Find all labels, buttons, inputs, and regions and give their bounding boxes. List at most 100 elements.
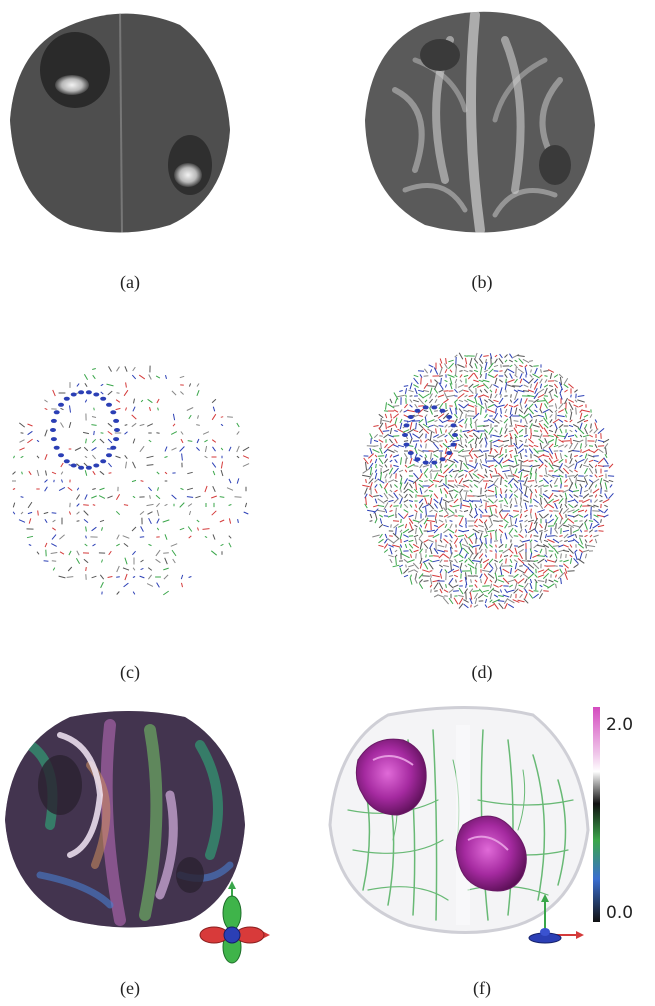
- tensor-glyph: [554, 502, 558, 510]
- tensor-glyph: [493, 399, 499, 403]
- tensor-glyph: [508, 465, 514, 467]
- tensor-glyph: [397, 524, 405, 528]
- tensor-glyph: [226, 487, 234, 491]
- tensor-glyph: [469, 489, 473, 493]
- tensor-glyph: [438, 509, 444, 513]
- tensor-glyph: [534, 578, 538, 584]
- tensor-glyph: [414, 578, 418, 584]
- tensor-glyph: [403, 503, 409, 509]
- tensor-glyph: [562, 467, 570, 475]
- tensor-glyph: [521, 539, 531, 543]
- tensor-glyph: [517, 448, 525, 454]
- tensor-glyph: [579, 463, 583, 469]
- tensor-glyph: [454, 402, 458, 410]
- tensor-glyph: [497, 600, 505, 602]
- tensor-glyph: [583, 427, 589, 435]
- tensor-glyph: [398, 493, 404, 499]
- tumor-boundary-glyph: [114, 428, 120, 432]
- tensor-glyph: [530, 383, 532, 389]
- tensor-glyph: [482, 379, 490, 383]
- tensor-glyph: [525, 438, 527, 444]
- tensor-glyph: [479, 433, 483, 439]
- tensor-glyph: [524, 417, 528, 425]
- tensor-glyph: [484, 482, 488, 490]
- tensor-glyph: [468, 388, 474, 394]
- tensor-glyph: [409, 421, 413, 431]
- tensor-glyph: [568, 489, 574, 493]
- tensor-glyph: [509, 564, 513, 568]
- tensor-glyph: [362, 468, 370, 474]
- tensor-glyph: [473, 379, 479, 383]
- tensor-glyph: [403, 385, 409, 387]
- tensor-glyph: [494, 578, 498, 584]
- tensor-glyph: [123, 389, 129, 397]
- tensor-glyph: [383, 482, 389, 490]
- tensor-glyph: [547, 439, 555, 443]
- tensor-glyph: [498, 524, 504, 528]
- tensor-glyph: [544, 554, 548, 558]
- tensor-glyph: [504, 532, 508, 540]
- tensor-glyph: [544, 464, 548, 468]
- tensor-glyph: [522, 484, 530, 488]
- tumor-boundary-glyph: [446, 451, 453, 455]
- tensor-glyph: [146, 503, 154, 507]
- tensor-glyph: [447, 514, 455, 518]
- tensor-glyph: [582, 434, 590, 438]
- tensor-glyph: [582, 498, 590, 504]
- tensor-glyph: [593, 534, 599, 538]
- tensor-glyph: [413, 374, 419, 378]
- tensor-glyph: [433, 382, 439, 390]
- tensor-glyph: [445, 584, 447, 588]
- tensor-glyph: [170, 431, 178, 435]
- tensor-glyph: [564, 454, 568, 458]
- tumor-boundary-glyph: [422, 405, 429, 410]
- tensor-glyph: [399, 497, 403, 505]
- tensor-glyph: [567, 475, 575, 477]
- tensor-glyph: [428, 490, 434, 492]
- tensor-glyph: [530, 513, 532, 519]
- tensor-glyph: [82, 431, 90, 435]
- tensor-glyph: [577, 458, 585, 464]
- tensor-glyph: [472, 384, 480, 388]
- tensor-glyph: [508, 548, 514, 554]
- tensor-glyph: [378, 439, 384, 443]
- tensor-glyph: [374, 484, 378, 488]
- tensor-glyph: [76, 487, 80, 491]
- tensor-glyph: [100, 383, 104, 387]
- tensor-glyph: [539, 531, 543, 541]
- tensor-glyph: [412, 543, 420, 549]
- tensor-glyph: [138, 374, 146, 380]
- tensor-glyph: [164, 557, 168, 565]
- tensor-glyph: [457, 393, 465, 399]
- tensor-glyph: [459, 412, 463, 420]
- tensor-glyph: [487, 504, 495, 508]
- tensor-glyph: [498, 444, 504, 448]
- tensor-glyph: [608, 492, 614, 500]
- tensor-glyph: [211, 439, 217, 443]
- tensor-glyph: [220, 416, 224, 418]
- tensor-glyph: [51, 512, 57, 514]
- tensor-glyph: [454, 479, 458, 483]
- tensor-glyph: [101, 559, 103, 563]
- tensor-glyph: [504, 454, 508, 458]
- tensor-glyph: [422, 427, 430, 435]
- tensor-glyph: [564, 408, 568, 414]
- tensor-glyph: [513, 427, 519, 435]
- tensor-glyph: [560, 483, 562, 489]
- tensor-glyph: [474, 404, 478, 408]
- tensor-glyph: [554, 514, 558, 518]
- tensor-glyph: [453, 399, 459, 403]
- tensor-glyph: [68, 421, 72, 429]
- tensor-glyph: [544, 412, 548, 420]
- tensor-glyph: [582, 549, 590, 553]
- tensor-glyph: [403, 420, 409, 422]
- tensor-glyph: [403, 513, 409, 519]
- tensor-glyph: [415, 553, 417, 559]
- tensor-glyph: [458, 553, 464, 559]
- tensor-glyph: [450, 562, 452, 570]
- tensor-glyph: [519, 373, 523, 379]
- tensor-glyph: [452, 504, 460, 508]
- tensor-glyph: [487, 409, 495, 413]
- tensor-glyph: [399, 477, 403, 485]
- tensor-glyph: [44, 429, 48, 437]
